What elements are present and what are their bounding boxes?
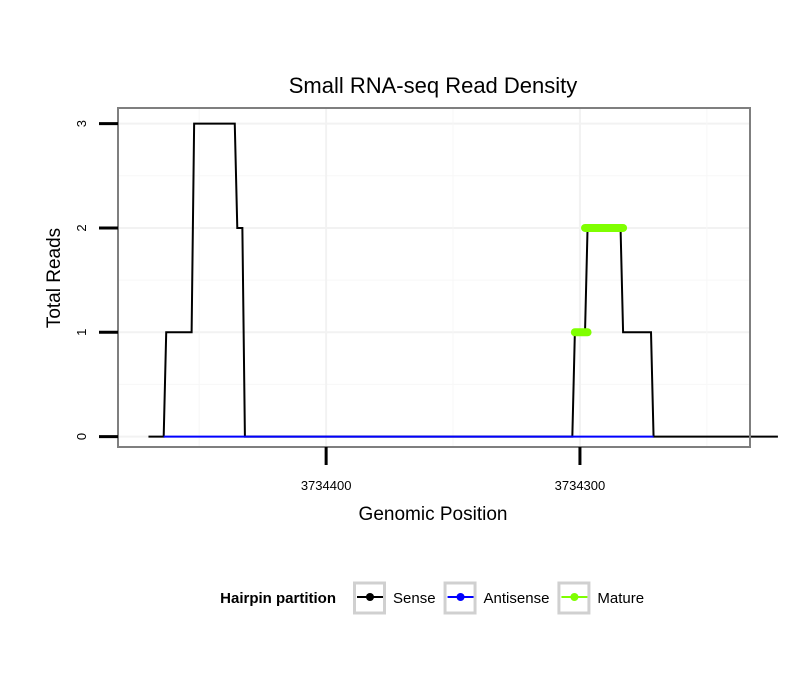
legend-antisense-label: Antisense: [484, 590, 550, 607]
plot-background: [118, 108, 750, 447]
y-axis-title: Total Reads: [44, 228, 65, 328]
legend-mature-item: Mature: [557, 581, 644, 615]
y-tick-label: 2: [74, 224, 89, 231]
legend-mature-key-dot: [570, 593, 579, 601]
legend-sense-item: Sense: [353, 581, 436, 615]
series-layer: [148, 122, 778, 438]
legend-sense-key-dot: [366, 593, 374, 601]
x-tick-label: 3734300: [555, 478, 606, 493]
x-axis: 3734400 3734300: [301, 447, 605, 493]
chart-title: Small RNA-seq Read Density: [289, 73, 578, 98]
legend-antisense-item: Antisense: [443, 581, 550, 615]
x-axis-title: Genomic Position: [359, 504, 508, 525]
legend-sense-label: Sense: [393, 590, 436, 607]
y-tick-label: 0: [74, 433, 89, 440]
y-axis: 0 1 2 3: [74, 120, 118, 440]
legend-antisense-key-dot: [456, 593, 465, 601]
legend-mature-label: Mature: [597, 590, 644, 607]
legend-title: Hairpin partition: [220, 590, 336, 607]
legend: Hairpin partition Sense Antisense Mature: [220, 581, 644, 615]
y-tick-label: 1: [74, 329, 89, 336]
plot-border: [117, 107, 751, 448]
x-tick-label: 3734400: [301, 478, 352, 493]
y-tick-label: 3: [74, 120, 89, 127]
